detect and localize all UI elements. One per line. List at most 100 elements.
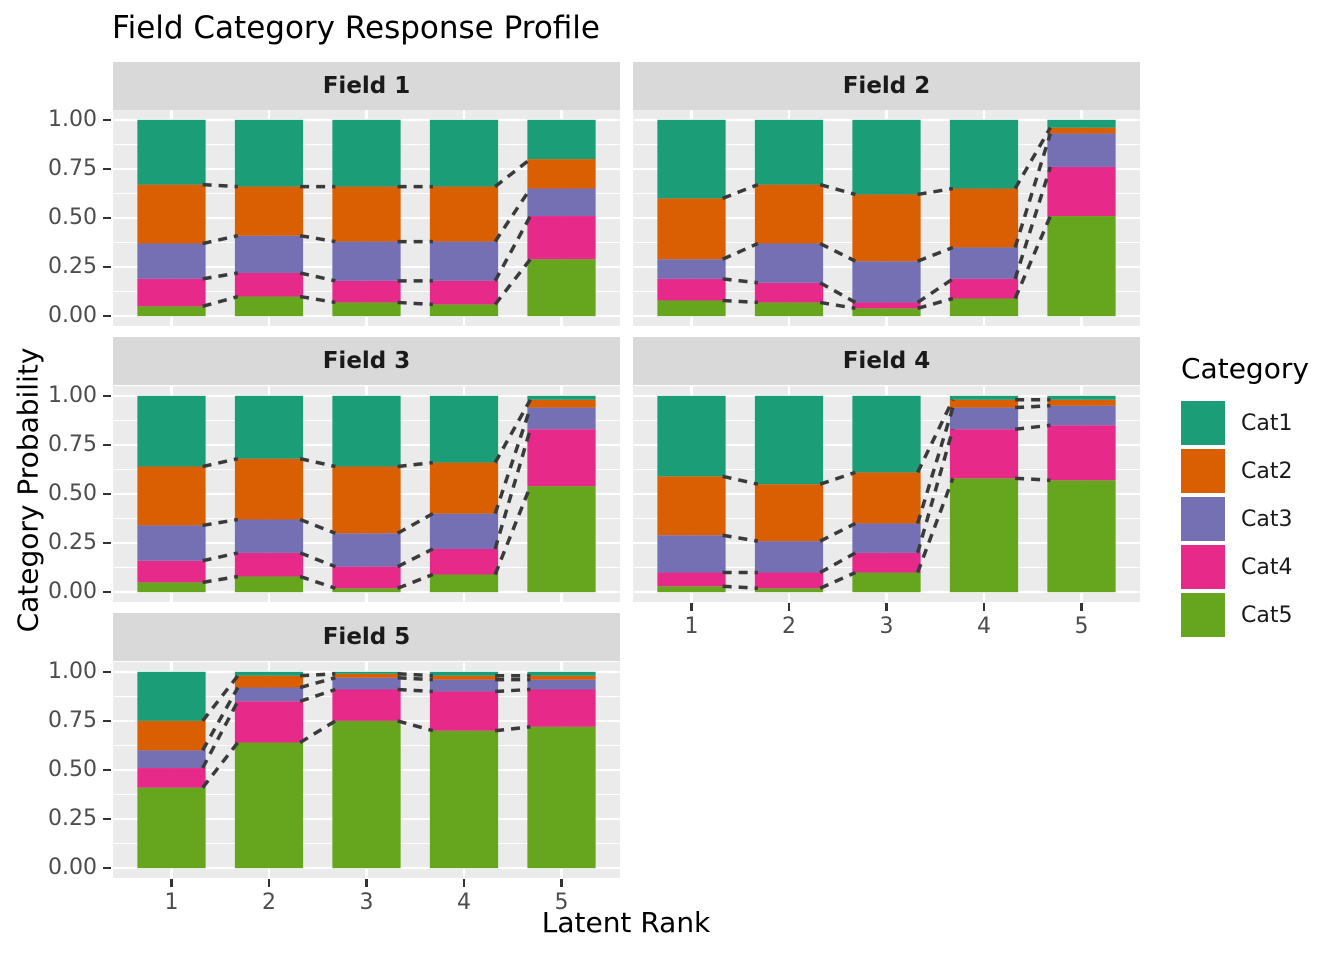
bar-segment-cat3 <box>234 519 304 553</box>
bar-segment-cat1 <box>429 395 499 463</box>
facet-panel <box>113 386 620 602</box>
bar-segment-cat4 <box>949 429 1019 479</box>
legend-item: Cat1 <box>1181 401 1309 445</box>
bar-segment-cat1 <box>657 119 726 199</box>
x-tick-mark <box>885 603 888 611</box>
bar-segment-cat2 <box>527 159 596 189</box>
legend-item: Cat3 <box>1181 497 1309 541</box>
bar-segment-cat5 <box>949 298 1019 317</box>
major-gridline <box>113 394 620 397</box>
x-tick-label: 1 <box>164 890 179 915</box>
connector-line <box>722 584 758 591</box>
bar-segment-cat4 <box>234 272 304 297</box>
x-tick-label: 1 <box>684 614 699 639</box>
bar-segment-cat3 <box>429 241 499 281</box>
bar-segment-cat3 <box>852 261 921 303</box>
connector-line <box>397 460 434 469</box>
y-tick-mark <box>103 719 111 723</box>
connector-line <box>299 574 336 590</box>
bar-segment-cat2 <box>754 184 824 244</box>
bar-segment-cat2 <box>1047 127 1116 134</box>
bar-segment-cat2 <box>527 399 596 408</box>
connector-line <box>916 398 955 474</box>
x-tick-mark <box>560 879 563 887</box>
connector-line <box>299 456 336 469</box>
legend-item: Cat5 <box>1181 593 1309 637</box>
connector-line <box>397 687 433 694</box>
bar-segment-cat1 <box>429 671 499 676</box>
bar-segment-cat3 <box>1047 405 1116 426</box>
bar-segment-cat1 <box>657 395 726 477</box>
bar-segment-cat3 <box>527 188 596 217</box>
connector-line <box>917 186 954 197</box>
bar-segment-cat3 <box>332 533 401 567</box>
bar-segment-cat3 <box>852 523 921 553</box>
facet-panel <box>113 662 620 878</box>
connector-line <box>722 277 759 285</box>
bar-segment-cat1 <box>754 119 824 185</box>
bars-layer <box>137 395 596 593</box>
legend-swatch-cat5 <box>1181 593 1225 637</box>
bar-segment-cat2 <box>234 186 304 236</box>
bar-segment-cat5 <box>949 478 1019 593</box>
connector-line <box>819 521 857 543</box>
bar-segment-cat1 <box>1047 119 1116 128</box>
bar-segment-cat2 <box>137 720 206 751</box>
bars-layer <box>137 119 596 317</box>
y-tick-mark <box>103 167 111 171</box>
connector-line <box>493 187 532 243</box>
connector-line <box>299 294 336 305</box>
x-tick-label: 2 <box>782 614 796 639</box>
connector-line <box>1013 126 1052 190</box>
bar-segment-cat2 <box>852 472 921 524</box>
x-tick-label: 2 <box>262 890 276 915</box>
bar-segment-cat3 <box>754 243 824 283</box>
connector-line <box>299 517 337 535</box>
bar-segment-cat1 <box>234 671 304 676</box>
bar-segment-cat2 <box>852 194 921 262</box>
bar-segment-cat3 <box>949 407 1019 430</box>
connector-line <box>202 517 239 528</box>
connector-line <box>299 687 336 703</box>
bar-segment-cat3 <box>137 750 206 769</box>
bar-segment-cat3 <box>657 535 726 573</box>
y-tick-label: 0.50 <box>48 481 97 506</box>
connector-line <box>202 551 239 563</box>
legend-swatch-cat2 <box>1181 449 1225 493</box>
connector-line <box>397 672 433 678</box>
bar-segment-cat5 <box>527 259 596 317</box>
bar-segment-cat4 <box>527 216 596 260</box>
bar-segment-cat5 <box>527 726 596 869</box>
connector-line <box>397 300 433 307</box>
connector-line <box>202 456 239 469</box>
facet-strip-label: Field 1 <box>322 73 411 99</box>
bar-segment-cat1 <box>949 119 1019 189</box>
bar-segment-cat4 <box>852 552 921 573</box>
bar-segment-cat2 <box>234 458 304 520</box>
bar-segment-cat5 <box>852 572 921 593</box>
y-tick-mark <box>103 394 111 398</box>
bar-segment-cat5 <box>429 730 499 869</box>
bar-segment-cat4 <box>754 282 824 303</box>
y-tick-mark <box>103 265 111 269</box>
bar-segment-cat5 <box>332 720 401 869</box>
bar-segment-cat4 <box>429 280 499 305</box>
connector-line <box>299 271 336 283</box>
bar-segment-cat2 <box>429 462 499 514</box>
bar-segment-cat2 <box>332 466 401 534</box>
y-tick-mark <box>103 541 111 545</box>
connector-line <box>396 512 434 535</box>
bar-segment-cat1 <box>852 119 921 195</box>
bar-segment-cat1 <box>332 671 401 674</box>
bar-segment-cat2 <box>332 186 401 242</box>
bar-segment-cat5 <box>852 308 921 317</box>
major-gridline <box>633 394 1140 397</box>
major-gridline <box>113 670 620 673</box>
bar-segment-cat1 <box>527 395 596 400</box>
bar-segment-cat4 <box>527 429 596 487</box>
bar-segment-cat4 <box>429 691 499 731</box>
bar-segment-cat2 <box>1047 399 1116 406</box>
connector-line <box>299 551 337 569</box>
bar-segment-cat1 <box>332 395 401 467</box>
connector-line <box>915 407 955 524</box>
